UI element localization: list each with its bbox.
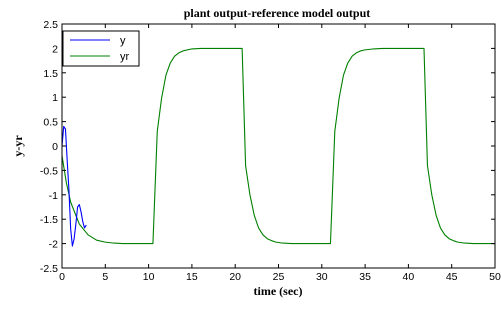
y-axis: 2.5 2 1.5 1 0.5 0 -0.5 -1 -1.5 -2 -2.5 [40, 19, 495, 275]
x-tick-label: 25 [273, 271, 285, 283]
y-tick-label: 1 [52, 92, 58, 104]
chart-title: plant output-reference model output [184, 6, 371, 20]
y-tick-label: -0.5 [40, 165, 58, 177]
y-tick-label: 2.5 [43, 19, 58, 31]
x-tick-label: 30 [316, 271, 328, 283]
y-tick-label: -2.5 [40, 263, 58, 275]
series-line-y [62, 125, 87, 247]
x-tick-label: 50 [489, 271, 501, 283]
x-tick-label: 45 [446, 271, 458, 283]
y-tick-label: -1.5 [40, 214, 58, 226]
y-tick-label: 2 [52, 43, 58, 55]
legend-box [62, 30, 140, 67]
y-tick-label: 0 [52, 141, 58, 153]
x-tick-label: 0 [59, 271, 65, 283]
x-tick-label: 35 [359, 271, 371, 283]
x-tick-label: 20 [229, 271, 241, 283]
legend: y yr [62, 30, 140, 67]
y-axis-label: y-yr [11, 135, 25, 157]
y-tick-label: 0.5 [43, 117, 58, 129]
series-line-yr [62, 47, 495, 245]
x-tick-label: 15 [186, 271, 198, 283]
x-tick-label: 10 [143, 271, 155, 283]
legend-label-yr: yr [120, 51, 130, 63]
x-axis-label: time (sec) [254, 284, 303, 298]
y-tick-label: -1 [49, 190, 58, 202]
x-axis: 0 5 10 15 20 25 30 35 40 45 50 [59, 24, 501, 283]
y-tick-label: -2 [49, 239, 58, 251]
series-layer [62, 47, 495, 247]
legend-label-y: y [120, 35, 126, 47]
x-tick-label: 5 [102, 271, 108, 283]
x-tick-label: 40 [403, 271, 415, 283]
y-tick-label: 1.5 [43, 68, 58, 80]
